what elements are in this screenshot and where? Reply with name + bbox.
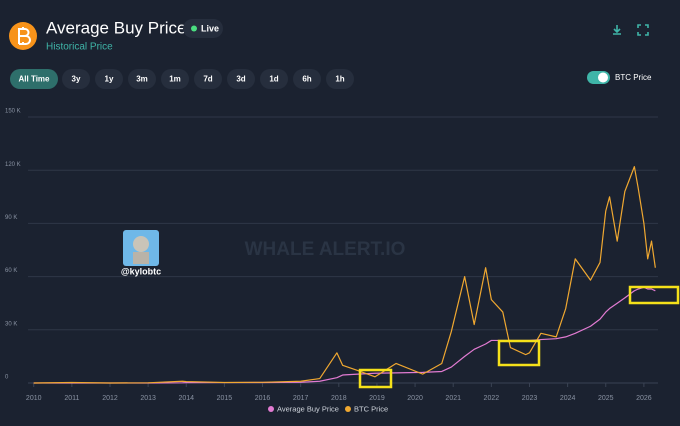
x-tick-label: 2010 bbox=[26, 395, 42, 402]
range-button[interactable] bbox=[293, 69, 321, 89]
x-tick-label: 2017 bbox=[293, 395, 309, 402]
y-tick-label: 90 K bbox=[5, 215, 17, 221]
x-tick-label: 2020 bbox=[407, 395, 423, 402]
live-dot bbox=[191, 25, 197, 32]
x-tick-label: 2011 bbox=[64, 395, 79, 402]
range-label: 3y bbox=[72, 75, 81, 84]
legend-marker[interactable] bbox=[344, 406, 351, 412]
range-label: 1y bbox=[105, 75, 114, 84]
series-line bbox=[33, 166, 656, 384]
x-tick-label: 2019 bbox=[369, 395, 385, 402]
legend-marker[interactable] bbox=[268, 406, 274, 412]
live-badge bbox=[183, 19, 223, 38]
x-tick-label: 2014 bbox=[178, 395, 194, 402]
toggle-label: BTC Price bbox=[615, 73, 652, 82]
subtitle: Historical Price bbox=[46, 42, 113, 53]
range-selector: All Time 3y 1y 3m 1m 7d 3d 1d 6h 1h bbox=[10, 69, 354, 89]
range-button[interactable] bbox=[62, 69, 90, 89]
range-label: 3d bbox=[236, 75, 245, 84]
range-label: 7d bbox=[203, 75, 212, 84]
range-label: 1h bbox=[335, 75, 344, 84]
highlight-box bbox=[358, 368, 393, 389]
x-tick-label: 2023 bbox=[522, 395, 538, 402]
legend-label[interactable]: Average Buy Price bbox=[277, 404, 339, 413]
watermark: WHALE ALERT.IO bbox=[245, 239, 406, 260]
range-button[interactable] bbox=[95, 69, 123, 89]
y-tick-label: 60 K bbox=[5, 268, 17, 274]
range-label: 1m bbox=[169, 75, 181, 84]
range-button[interactable] bbox=[326, 69, 354, 89]
bitcoin-glyph bbox=[18, 27, 31, 45]
y-tick-label: 150 K bbox=[5, 109, 21, 115]
live-label: Live bbox=[201, 23, 219, 33]
legend-label[interactable]: BTC Price bbox=[354, 404, 388, 413]
x-tick-label: 2024 bbox=[560, 395, 576, 402]
range-button[interactable] bbox=[128, 69, 156, 89]
range-label: 1d bbox=[269, 75, 278, 84]
x-tick-label: 2016 bbox=[255, 395, 271, 402]
handle: @kylobtc bbox=[121, 266, 161, 276]
x-tick-label: 2018 bbox=[331, 395, 347, 402]
x-tick-label: 2012 bbox=[102, 395, 118, 402]
toggle-knob bbox=[598, 72, 608, 83]
x-tick-label: 2021 bbox=[445, 395, 461, 402]
x-tick-label: 2025 bbox=[598, 395, 614, 402]
title: Average Buy Price bbox=[46, 18, 186, 37]
range-button[interactable] bbox=[194, 69, 222, 89]
avatar-face bbox=[133, 236, 149, 252]
range-button[interactable] bbox=[227, 69, 255, 89]
highlight-box bbox=[497, 339, 541, 367]
range-label: All Time bbox=[19, 75, 51, 84]
y-tick-label: 0 bbox=[5, 375, 9, 381]
avatar-body bbox=[133, 252, 149, 264]
highlight-box bbox=[628, 285, 680, 305]
range-button[interactable] bbox=[260, 69, 288, 89]
x-tick-label: 2026 bbox=[636, 395, 652, 402]
fullscreen-button[interactable] bbox=[637, 24, 649, 36]
legend: Average Buy Price BTC Price bbox=[268, 404, 388, 413]
range-button[interactable] bbox=[10, 69, 58, 89]
x-tick-label: 2013 bbox=[140, 395, 156, 402]
range-label: 3m bbox=[136, 75, 148, 84]
range-button[interactable] bbox=[161, 69, 189, 89]
y-tick-label: 30 K bbox=[5, 321, 17, 327]
y-tick-label: 120 K bbox=[5, 162, 21, 168]
plot-area: 0 30 K 60 K 90 K 120 K 150 K 2010 2011 2012 2013 2… bbox=[5, 109, 658, 402]
download-button[interactable] bbox=[613, 25, 621, 35]
x-tick-label: 2022 bbox=[484, 395, 500, 402]
range-label: 6h bbox=[302, 75, 311, 84]
x-tick-label: 2015 bbox=[217, 395, 233, 402]
